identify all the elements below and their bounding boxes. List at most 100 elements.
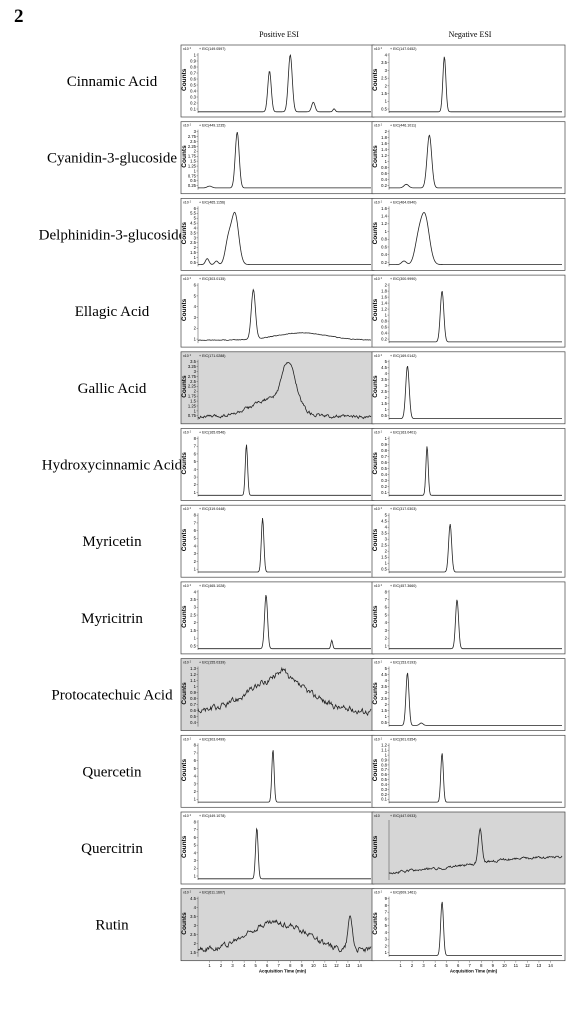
x-tick-label: 13 <box>537 963 542 968</box>
y-tick-label: 1.5 <box>190 159 196 164</box>
y-tick-label: 2 <box>194 245 197 250</box>
y-tick-label: 3 <box>385 383 388 388</box>
y-tick-label: 4 <box>385 525 388 530</box>
y-tick-label: 4 <box>194 850 197 855</box>
y-tick-label: 1.2 <box>381 221 387 226</box>
positive-esi-panel: x10 ² + EIC(465.1156)65.554.543.532.521.5… <box>180 198 375 271</box>
compound-label: Myricitrin <box>81 611 143 627</box>
y-tick-label: 4 <box>194 543 197 548</box>
y-tick-label: 0.8 <box>190 696 196 701</box>
compound-label: Quercetin <box>82 764 142 780</box>
counts-axis-label: Counts <box>372 605 379 628</box>
counts-axis-label: Counts <box>181 145 188 168</box>
ion-label: + EIC(457.3660) <box>390 584 416 588</box>
y-tick-label: 3 <box>194 923 197 928</box>
counts-axis-label: Counts <box>181 528 188 551</box>
ion-label: + EIC(149.0597) <box>199 47 225 51</box>
y-tick-label: 6 <box>194 835 197 840</box>
y-tick-label: 3 <box>385 937 388 942</box>
y-tick-label: 4 <box>194 304 197 309</box>
chromatogram-trace <box>389 212 562 265</box>
y-tick-label: 0.4 <box>190 720 196 725</box>
positive-esi-panel: x10 ² + EIC(303.0499)8 7 6 5 4 3 2 1 Counts <box>180 734 375 808</box>
y-tick-label: 1.5 <box>381 91 387 96</box>
scale-prefix: x10 ² <box>374 47 383 51</box>
y-tick-label: 0.3 <box>190 94 196 99</box>
scale-prefix: x10 ² <box>374 277 383 281</box>
y-tick-label: 1.6 <box>381 141 387 146</box>
y-tick-label: 2 <box>385 636 388 641</box>
y-tick-label: 3 <box>385 628 388 633</box>
y-tick-label: 0.6 <box>190 76 196 81</box>
scale-prefix: x10 ² <box>183 814 192 818</box>
y-tick-label: 0.2 <box>381 337 387 342</box>
y-tick-label: 0.8 <box>381 237 387 242</box>
x-tick-label: 1 <box>399 963 402 968</box>
scale-prefix: x10 <box>374 814 380 818</box>
y-tick-label: 8 <box>194 513 197 518</box>
y-tick-label: 1.6 <box>381 295 387 300</box>
x-tick-label: 8 <box>289 963 292 968</box>
scale-prefix: x10 ² <box>183 507 192 511</box>
y-tick-label: 0.5 <box>381 106 387 111</box>
positive-esi-panel: x10 ² + EIC(465.1028)4 3.5 3 2.5 2 1.5 1 0.5 Coun… <box>180 581 375 655</box>
y-tick-label: 2 <box>385 283 388 288</box>
chromatogram-trace <box>198 517 371 573</box>
chromatogram-trace <box>389 446 562 496</box>
y-tick-label: 1 <box>385 313 388 318</box>
ion-label: + EIC(300.9990) <box>390 277 416 281</box>
y-tick-label: 7 <box>194 827 197 832</box>
counts-axis-label: Counts <box>181 452 188 475</box>
y-tick-label: 1.1 <box>381 748 387 753</box>
y-tick-label: 6 <box>194 206 197 211</box>
panel-frame <box>371 428 566 501</box>
y-tick-label: 2.25 <box>188 384 197 389</box>
positive-esi-panel: x10 ² + EIC(171.0288)3.53.2532.752.52.252… <box>180 351 375 425</box>
y-tick-label: 3.5 <box>381 684 387 689</box>
x-tick-label: 12 <box>525 963 530 968</box>
chromatogram-trace <box>389 291 562 343</box>
y-tick-label: 0.2 <box>190 100 196 105</box>
negative-esi-panel: x10 ² + EIC(446.1011)21.81.61.41.210.80.6… <box>371 121 566 195</box>
y-tick-label: 1.5 <box>381 555 387 560</box>
negative-esi-panel: x10 ² + EIC(300.9990)21.81.61.41.210.80.6… <box>371 274 566 348</box>
scale-prefix: x10 ² <box>374 200 383 204</box>
ion-label: + EIC(301.0354) <box>390 737 416 741</box>
y-tick-label: 0.8 <box>190 64 196 69</box>
chromatogram-trace <box>389 365 562 419</box>
x-tick-label: 9 <box>492 963 495 968</box>
panel-frame <box>371 274 566 348</box>
y-tick-label: 0.7 <box>190 70 196 75</box>
compound-label: Rutin <box>95 918 129 934</box>
scale-prefix: x10 ² <box>374 431 383 435</box>
y-tick-label: 0.6 <box>381 772 387 777</box>
ion-label: + EIC(165.0546) <box>199 431 225 435</box>
panel-frame <box>180 734 375 808</box>
chromatogram-trace <box>389 901 562 956</box>
y-tick-label: 4 <box>385 52 388 57</box>
y-tick-label: 0.2 <box>381 484 387 489</box>
y-tick-label: 3 <box>385 68 388 73</box>
y-tick-label: 4 <box>194 225 197 230</box>
y-tick-label: 5 <box>385 612 388 617</box>
y-tick-label: 8 <box>194 743 197 748</box>
panel-frame <box>180 888 375 962</box>
panel-frame <box>180 121 375 195</box>
ion-label: + EIC(465.1028) <box>199 584 225 588</box>
y-tick-label: 1.5 <box>190 250 196 255</box>
y-tick-label: 7 <box>194 750 197 755</box>
y-tick-label: 0.5 <box>381 466 387 471</box>
chart-row: Quercitrin x10 ² + EIC(449.1078)8 7 6 5 4 3 2 1 Co… <box>81 811 566 885</box>
y-tick-label: 1.75 <box>188 394 197 399</box>
chromatogram-trace <box>198 594 371 650</box>
y-tick-label: 0.4 <box>381 252 387 257</box>
y-tick-label: 7 <box>385 910 388 915</box>
ion-label: + EIC(611.1607) <box>199 891 225 895</box>
y-tick-label: 2 <box>385 943 388 948</box>
y-tick-label: 0.9 <box>381 442 387 447</box>
panel-frame <box>371 198 566 271</box>
chart-row: Myricetin x10 ² + EIC(319.0448)8 7 6 5 4 3 2 1 Cou… <box>82 504 566 578</box>
x-tick-label: 10 <box>311 963 316 968</box>
